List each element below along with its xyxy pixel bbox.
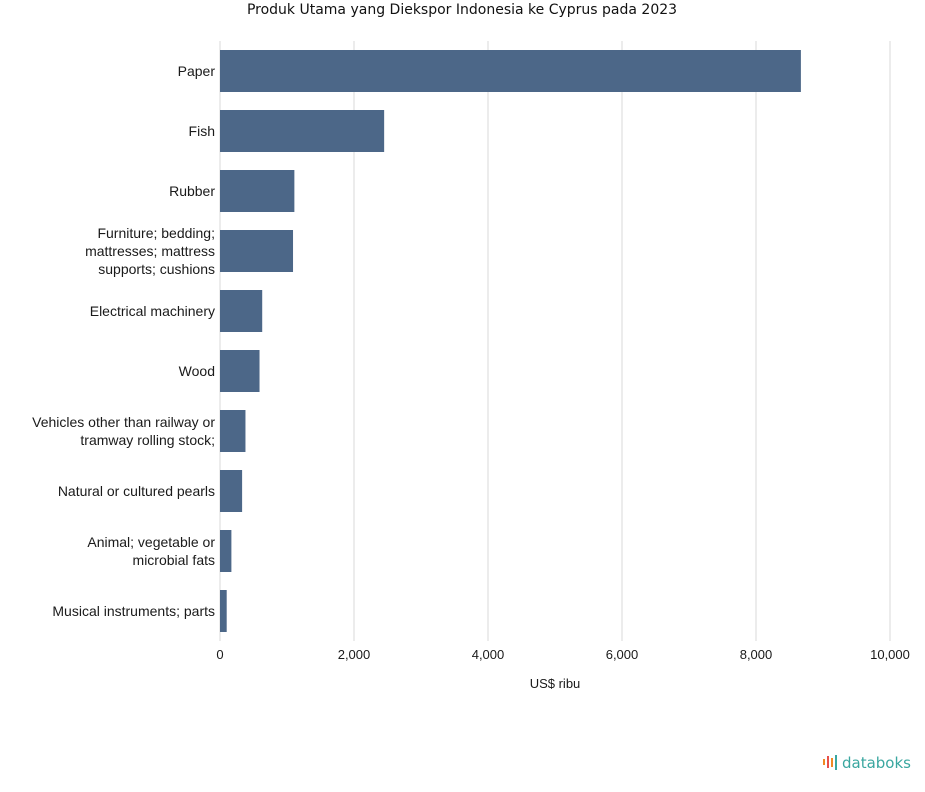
x-tick-label: 4,000 xyxy=(472,647,505,662)
category-label-line: Musical instruments; parts xyxy=(52,603,215,619)
x-tick-label: 8,000 xyxy=(740,647,773,662)
x-tick-label: 0 xyxy=(216,647,223,662)
category-label-line: Furniture; bedding; xyxy=(97,225,215,241)
category-label-line: microbial fats xyxy=(133,552,215,568)
x-axis-ticks: 0 2,000 4,000 6,000 8,000 10,000 xyxy=(216,647,910,662)
category-label-line: Rubber xyxy=(169,183,215,199)
category-label: Paper xyxy=(178,63,216,79)
category-label-line: Vehicles other than railway or xyxy=(32,414,215,430)
category-label-line: Animal; vegetable or xyxy=(87,534,215,550)
bar xyxy=(220,350,260,392)
bar xyxy=(220,410,246,452)
chart-title: Produk Utama yang Diekspor Indonesia ke … xyxy=(247,2,677,18)
x-axis-label: US$ ribu xyxy=(530,676,581,691)
bar xyxy=(220,50,801,92)
category-label: Furniture; bedding; mattresses; mattress s… xyxy=(85,225,215,277)
bar xyxy=(220,290,263,332)
category-label-line: Paper xyxy=(178,63,216,79)
category-label: Fish xyxy=(189,123,215,139)
category-label-line: tramway rolling stock; xyxy=(80,432,215,448)
category-labels: Paper Fish Rubber Furniture; bedding; mattre… xyxy=(32,63,215,619)
bars xyxy=(220,50,801,632)
category-label: Vehicles other than railway or tramway ro… xyxy=(32,414,215,448)
category-label: Rubber xyxy=(169,183,215,199)
x-tick-label: 6,000 xyxy=(606,647,639,662)
category-label-line: supports; cushions xyxy=(98,261,215,277)
x-tick-label: 10,000 xyxy=(870,647,910,662)
category-label: Animal; vegetable or microbial fats xyxy=(87,534,215,568)
databoks-logo: databoks xyxy=(822,754,911,772)
category-label-line: Wood xyxy=(179,363,215,379)
bar xyxy=(220,110,385,152)
bar xyxy=(220,590,227,632)
bar xyxy=(220,530,232,572)
category-label-line: Electrical machinery xyxy=(90,303,215,319)
category-label-line: Natural or cultured pearls xyxy=(58,483,215,499)
databoks-logo-icon xyxy=(823,755,837,770)
category-label: Wood xyxy=(179,363,215,379)
category-label: Musical instruments; parts xyxy=(52,603,215,619)
category-label-line: Fish xyxy=(189,123,215,139)
databoks-logo-text: databoks xyxy=(842,754,911,772)
bar xyxy=(220,230,294,272)
bar xyxy=(220,470,243,512)
category-label: Natural or cultured pearls xyxy=(58,483,215,499)
category-label-line: mattresses; mattress xyxy=(85,243,215,259)
bar xyxy=(220,170,295,212)
x-tick-label: 2,000 xyxy=(338,647,371,662)
category-label: Electrical machinery xyxy=(90,303,215,319)
